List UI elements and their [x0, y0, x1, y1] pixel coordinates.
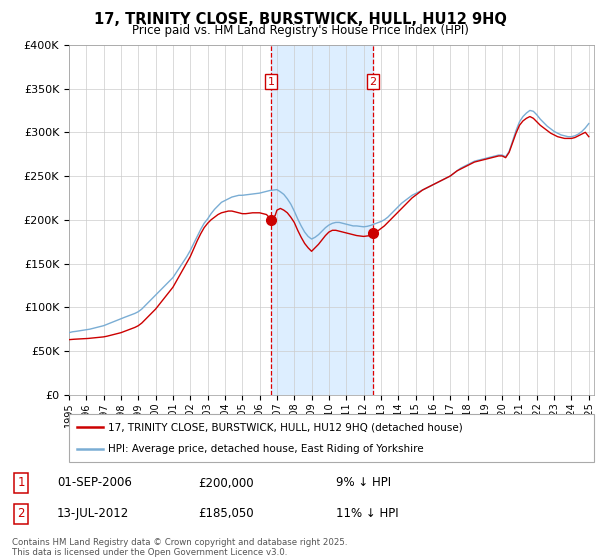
Text: 01-SEP-2006: 01-SEP-2006 — [57, 477, 132, 489]
Text: 2: 2 — [370, 77, 376, 87]
Text: 11% ↓ HPI: 11% ↓ HPI — [336, 507, 398, 520]
Text: 1: 1 — [268, 77, 275, 87]
Text: Contains HM Land Registry data © Crown copyright and database right 2025.
This d: Contains HM Land Registry data © Crown c… — [12, 538, 347, 557]
Text: 1: 1 — [17, 477, 25, 489]
Text: HPI: Average price, detached house, East Riding of Yorkshire: HPI: Average price, detached house, East… — [109, 444, 424, 454]
Text: 13-JUL-2012: 13-JUL-2012 — [57, 507, 129, 520]
Text: £200,000: £200,000 — [198, 477, 254, 489]
FancyBboxPatch shape — [69, 414, 594, 462]
Text: Price paid vs. HM Land Registry's House Price Index (HPI): Price paid vs. HM Land Registry's House … — [131, 24, 469, 37]
Text: 9% ↓ HPI: 9% ↓ HPI — [336, 477, 391, 489]
Text: 2: 2 — [17, 507, 25, 520]
Text: 17, TRINITY CLOSE, BURSTWICK, HULL, HU12 9HQ (detached house): 17, TRINITY CLOSE, BURSTWICK, HULL, HU12… — [109, 422, 463, 432]
Bar — [271, 45, 373, 395]
Text: 17, TRINITY CLOSE, BURSTWICK, HULL, HU12 9HQ: 17, TRINITY CLOSE, BURSTWICK, HULL, HU12… — [94, 12, 506, 27]
Text: £185,050: £185,050 — [198, 507, 254, 520]
